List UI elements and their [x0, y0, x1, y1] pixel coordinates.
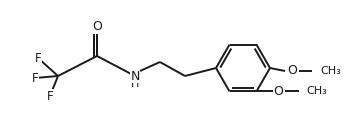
Text: H: H [131, 79, 139, 89]
Text: N: N [130, 70, 140, 83]
Text: F: F [32, 71, 38, 84]
Text: O: O [287, 64, 297, 78]
Text: O: O [274, 85, 284, 98]
Text: O: O [92, 21, 102, 34]
Text: CH₃: CH₃ [320, 66, 341, 76]
Text: F: F [47, 90, 53, 103]
Text: CH₃: CH₃ [306, 86, 327, 96]
Text: F: F [35, 51, 41, 64]
